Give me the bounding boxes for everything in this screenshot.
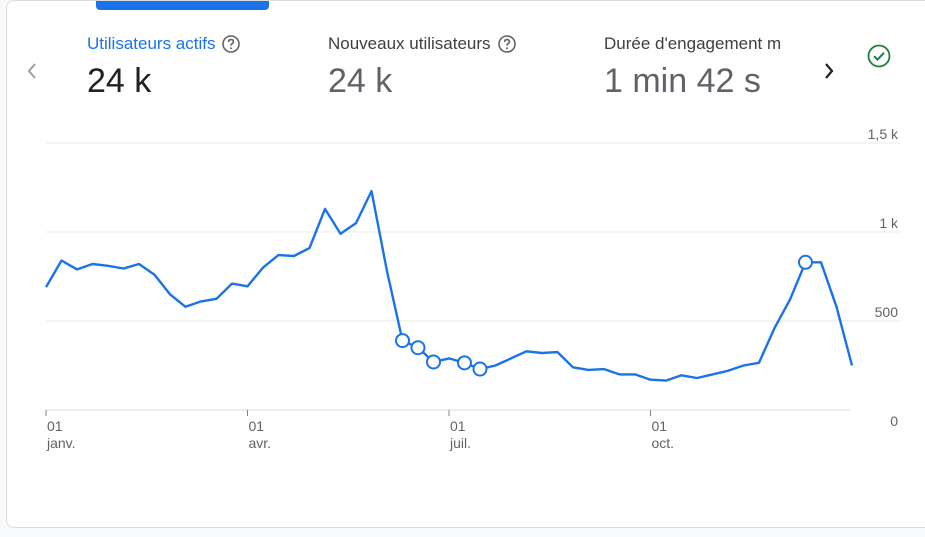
- data-point: [245, 284, 250, 289]
- data-point: [741, 363, 746, 368]
- data-point: [230, 281, 235, 286]
- tab-active-users[interactable]: Utilisateurs actifs 24 k: [87, 34, 241, 101]
- data-point: [695, 375, 700, 380]
- x-tick-month: oct.: [652, 435, 675, 451]
- data-point: [90, 262, 95, 267]
- data-point: [772, 326, 777, 331]
- data-point: [292, 254, 297, 259]
- active-tab-indicator: [96, 1, 269, 10]
- data-point: [75, 267, 80, 272]
- tab-label: Utilisateurs actifs: [87, 34, 216, 53]
- data-point: [633, 372, 638, 377]
- data-point: [679, 373, 684, 378]
- x-tick-day: 01: [450, 418, 466, 434]
- data-point: [323, 206, 328, 211]
- data-point: [307, 246, 312, 251]
- data-point: [369, 189, 374, 194]
- tab-engagement-time[interactable]: Durée d'engagement m 1 min 42 s: [604, 34, 781, 101]
- data-point: [152, 272, 157, 277]
- data-point: [819, 260, 824, 265]
- data-point: [214, 296, 219, 301]
- x-tick-day: 01: [652, 418, 668, 434]
- data-point: [540, 351, 545, 356]
- data-point: [524, 349, 529, 354]
- data-point: [648, 377, 653, 382]
- data-point: [571, 365, 576, 370]
- tab-value: 1 min 42 s: [604, 62, 761, 100]
- check-circle-icon[interactable]: [862, 39, 896, 73]
- anomaly-marker[interactable]: [410, 340, 426, 356]
- data-point: [338, 231, 343, 236]
- tab-value: 24 k: [87, 62, 152, 100]
- data-point: [385, 269, 390, 274]
- tab-new-users[interactable]: Nouveaux utilisateurs 24 k: [328, 34, 517, 101]
- y-tick-label: 0: [890, 413, 898, 429]
- y-tick-label: 1,5 k: [868, 126, 899, 142]
- data-point: [617, 372, 622, 377]
- data-point: [664, 378, 669, 383]
- chevron-right-icon[interactable]: [815, 57, 843, 85]
- data-point: [354, 221, 359, 226]
- data-point: [726, 368, 731, 373]
- data-point: [183, 304, 188, 309]
- report-card: [6, 0, 925, 528]
- data-point: [121, 266, 126, 271]
- chevron-left-icon[interactable]: [18, 57, 46, 85]
- anomaly-marker[interactable]: [395, 333, 410, 349]
- tab-label: Nouveaux utilisateurs: [328, 34, 491, 53]
- tab-label: Durée d'engagement m: [604, 34, 782, 53]
- data-point: [59, 258, 64, 263]
- y-tick-label: 500: [875, 304, 899, 320]
- data-point: [602, 367, 607, 372]
- data-point: [44, 285, 49, 290]
- anomaly-marker[interactable]: [457, 355, 472, 371]
- data-point: [509, 356, 514, 361]
- data-point: [757, 360, 762, 365]
- data-point: [850, 363, 855, 368]
- data-point: [261, 265, 266, 270]
- data-point: [168, 292, 173, 297]
- series-line: [44, 189, 854, 382]
- data-point: [788, 297, 793, 302]
- x-tick-month: avr.: [249, 435, 272, 451]
- anomaly-marker[interactable]: [426, 354, 441, 370]
- data-point: [199, 299, 204, 304]
- data-point: [586, 367, 591, 372]
- y-tick-label: 1 k: [879, 215, 899, 231]
- x-tick-month: juil.: [449, 435, 471, 451]
- data-point: [137, 262, 142, 267]
- x-tick-day: 01: [47, 418, 63, 434]
- anomaly-marker[interactable]: [798, 254, 813, 270]
- help-circle-icon[interactable]: [497, 34, 517, 54]
- data-point: [106, 263, 111, 268]
- anomaly-marker[interactable]: [472, 361, 488, 377]
- help-circle-icon[interactable]: [221, 34, 241, 54]
- x-tick-month: janv.: [46, 435, 76, 451]
- data-point: [276, 253, 281, 258]
- data-point: [834, 304, 839, 309]
- tab-value: 24 k: [328, 62, 393, 100]
- data-point: [493, 363, 498, 368]
- x-tick-day: 01: [249, 418, 265, 434]
- data-point: [555, 350, 560, 355]
- data-point: [710, 372, 715, 377]
- data-point: [447, 356, 452, 361]
